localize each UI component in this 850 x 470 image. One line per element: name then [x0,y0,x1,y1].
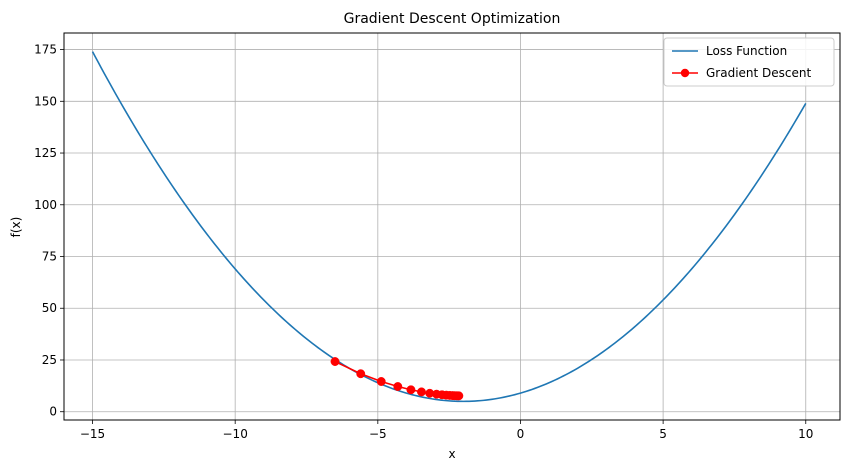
chart-title: Gradient Descent Optimization [344,11,561,27]
legend: Loss Function Gradient Descent [663,37,835,87]
x-tick-label: −15 [80,427,105,441]
loss-function-line [91,51,807,403]
y-tick-label: 175 [34,43,57,57]
y-tick-label: 0 [49,405,57,419]
x-axis-label: x [448,447,455,461]
y-tick-label: 150 [34,94,57,108]
plot-frame [63,32,841,421]
y-tick-label: 50 [42,301,57,315]
gradient-descent-point [406,385,416,395]
gradient-descent-point [330,357,340,366]
gradient-descent-point [356,369,366,379]
x-tick-label: 5 [659,427,667,441]
gradient-descent-point [454,391,464,401]
x-tick-label: −10 [223,427,248,441]
x-tick-label: −5 [369,427,387,441]
y-tick-label: 25 [42,353,57,367]
y-tick-label: 125 [34,146,57,160]
gradient-descent-point [417,387,426,397]
gradient-descent-point [376,377,386,386]
legend-box [663,37,835,87]
y-tick-label: 100 [34,198,57,212]
plot-area [91,51,807,403]
y-axis-label: f(x) [9,217,23,238]
grid-lines [64,33,840,420]
x-tick-label: 0 [517,427,525,441]
x-tick-label: 10 [798,427,813,441]
gradient-descent-point [393,382,403,391]
legend-swatch-marker [680,68,690,78]
legend-label: Gradient Descent [706,66,812,80]
y-tick-label: 75 [42,250,57,264]
legend-label: Loss Function [706,44,787,58]
